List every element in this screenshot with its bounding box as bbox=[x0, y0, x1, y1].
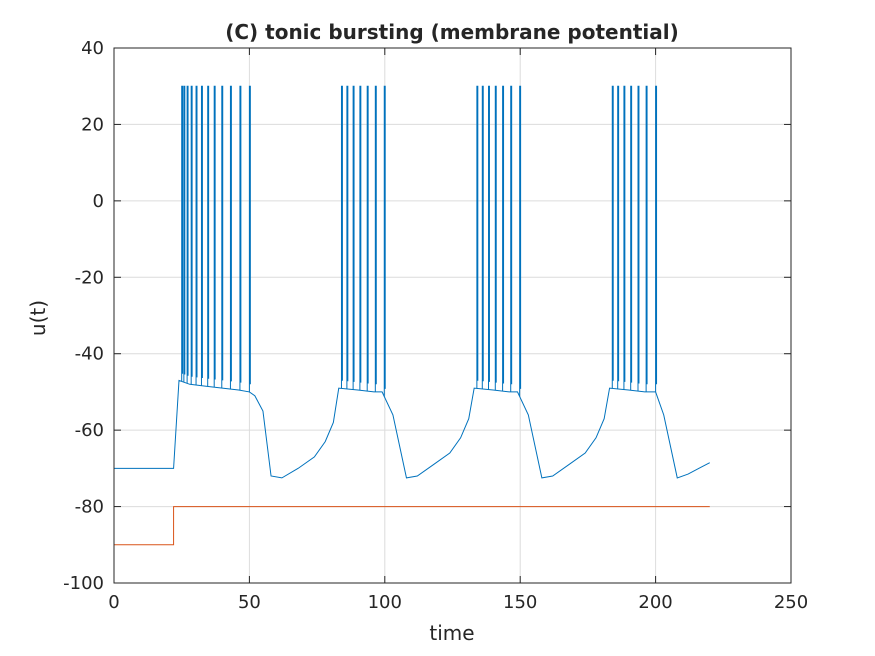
spike-mark bbox=[195, 85, 198, 386]
spike-mark bbox=[510, 85, 513, 392]
spike-mark bbox=[519, 85, 522, 397]
axes-box bbox=[113, 47, 792, 584]
spike-mark bbox=[481, 85, 484, 389]
x-axis-label: time bbox=[429, 621, 474, 645]
spike-mark bbox=[645, 85, 648, 392]
spike-mark bbox=[374, 85, 377, 392]
spike-mark bbox=[213, 85, 216, 388]
y-tick-label: -20 bbox=[75, 267, 104, 288]
spike-mark bbox=[617, 85, 620, 389]
x-tick-label: 100 bbox=[368, 592, 402, 613]
y-tick-label: -100 bbox=[63, 573, 104, 594]
spike-mark bbox=[181, 85, 184, 382]
spike-mark bbox=[229, 85, 232, 390]
spike-mark bbox=[488, 85, 490, 390]
spike-mark bbox=[383, 85, 386, 397]
spike-mark bbox=[359, 85, 362, 391]
x-tick-label: 50 bbox=[238, 592, 261, 613]
y-tick-label: -80 bbox=[75, 497, 104, 518]
y-tick-label: 0 bbox=[93, 191, 104, 212]
spike-mark bbox=[366, 85, 369, 392]
spike-mark bbox=[630, 85, 633, 391]
spike-mark bbox=[637, 85, 640, 392]
spike-mark bbox=[476, 85, 479, 389]
spike-mark bbox=[221, 85, 224, 389]
spike-mark bbox=[655, 85, 658, 392]
series-layer bbox=[114, 85, 710, 546]
spike-mark bbox=[183, 85, 186, 383]
axis-ticks: 0 50 100 150 200 250 -100 -80 -60 -40 -20 0 20 40 bbox=[63, 38, 808, 613]
spike-mark bbox=[611, 85, 614, 389]
y-tick-label: -40 bbox=[75, 344, 104, 365]
chart-title: (C) tonic bursting (membrane potential) bbox=[225, 20, 679, 44]
plot-area bbox=[114, 48, 791, 583]
y-tick-label: 20 bbox=[81, 114, 104, 135]
spike-mark bbox=[186, 85, 189, 384]
series-line-2 bbox=[114, 506, 710, 546]
y-tick-label: 40 bbox=[81, 38, 104, 59]
spike-mark bbox=[200, 85, 203, 386]
series-line-1 bbox=[114, 379, 710, 479]
spike-mark bbox=[352, 85, 355, 390]
spike-mark bbox=[340, 85, 343, 389]
x-tick-label: 250 bbox=[774, 592, 808, 613]
spike-mark bbox=[346, 85, 349, 389]
spike-mark bbox=[502, 85, 505, 392]
spike-mark bbox=[248, 85, 251, 392]
x-tick-label: 150 bbox=[503, 592, 537, 613]
x-tick-label: 200 bbox=[638, 592, 672, 613]
y-axis-label: u(t) bbox=[26, 300, 50, 336]
spike-mark bbox=[207, 85, 210, 387]
spike-mark bbox=[623, 85, 626, 390]
spike-mark bbox=[190, 85, 193, 385]
spike-mark bbox=[494, 85, 497, 391]
y-tick-label: -60 bbox=[75, 420, 104, 441]
spike-mark bbox=[239, 85, 242, 391]
x-tick-label: 0 bbox=[108, 592, 119, 613]
